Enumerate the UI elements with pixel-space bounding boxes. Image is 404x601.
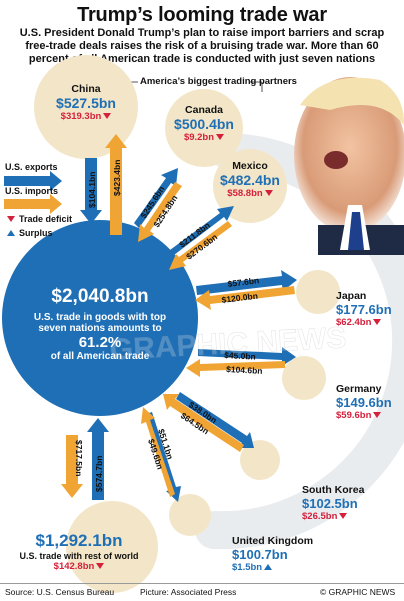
- country-total: $177.6bn: [336, 302, 392, 317]
- center-line3: of all American trade: [50, 351, 150, 362]
- china-import-arrow: [105, 134, 127, 235]
- deficit-icon: [373, 319, 382, 326]
- japan-import-arrow: [195, 286, 295, 310]
- country-total: $527.5bn: [56, 95, 116, 111]
- center-summary: $2,040.8bn U.S. trade in goods with top …: [10, 286, 190, 362]
- country-name: Japan: [336, 290, 367, 302]
- canada-export-arrow: [134, 168, 178, 228]
- germany-export-label: $45.0bn: [224, 350, 256, 362]
- country-total: $500.4bn: [174, 116, 234, 132]
- page-title: Trump’s looming trade war: [77, 4, 327, 26]
- china-import-label: $423.4bn: [112, 160, 122, 196]
- row-label: U.S. trade with rest of world: [19, 551, 139, 561]
- country-name: United Kingdom: [232, 535, 314, 547]
- center-value: $2,040.8bn: [51, 286, 149, 307]
- footer: Source: U.S. Census Bureau Picture: Asso…: [0, 583, 404, 601]
- country-balance: $59.6bn: [336, 410, 372, 421]
- partner-japan: Japan $177.6bn $62.4bn: [336, 290, 400, 328]
- country-name: Canada: [185, 104, 223, 116]
- row-value: $1,292.1bn: [35, 531, 123, 550]
- surplus-icon: [264, 564, 273, 571]
- row-export-arrow: [87, 418, 109, 500]
- country-total: $482.4bn: [220, 172, 280, 188]
- country-balance: $1.5bn: [232, 562, 263, 573]
- row-export-label: $574.7bn: [94, 456, 104, 492]
- partner-south-korea: South Korea $102.5bn $26.5bn: [302, 484, 392, 522]
- partner-circles: [34, 55, 340, 593]
- canada-import-arrow: [138, 182, 182, 242]
- page-subtitle: U.S. President Donald Trump’s plan to ra…: [19, 27, 385, 65]
- footer-credit: © GRAPHIC NEWS: [320, 587, 396, 597]
- center-pct: 61.2%: [78, 334, 122, 351]
- country-name: Mexico: [232, 160, 268, 172]
- partner-canada: Canada $500.4bn $9.2bn: [165, 104, 243, 143]
- china-export-arrow: [80, 158, 102, 224]
- center-line2: seven nations amounts to: [38, 323, 162, 334]
- center-line1: U.S. trade in goods with top: [33, 312, 167, 323]
- china-export-label: $104.1bn: [87, 172, 97, 208]
- legend-arrows: [4, 171, 62, 236]
- country-total: $100.7bn: [232, 547, 288, 562]
- germany-import-arrow: [186, 359, 285, 377]
- japan-export-label: $57.6bn: [227, 275, 260, 289]
- japan-import-label: $120.0bn: [221, 291, 258, 305]
- country-balance: $26.5bn: [302, 511, 338, 522]
- rest-of-world: $1,292.1bn U.S. trade with rest of world…: [4, 531, 154, 572]
- row-import-arrow: [61, 435, 83, 498]
- uk-import-arrow: [141, 407, 175, 497]
- footer-source: Source: U.S. Census Bureau: [5, 587, 115, 597]
- country-name: South Korea: [302, 484, 365, 496]
- germany-import-label: $104.6bn: [226, 364, 263, 376]
- legend-imports: U.S. imports: [5, 186, 59, 196]
- deficit-icon: [216, 134, 225, 141]
- country-balance: $9.2bn: [183, 132, 215, 143]
- deficit-icon: [339, 513, 348, 520]
- germany-export-arrow: [198, 347, 296, 366]
- japan-export-arrow: [196, 270, 297, 295]
- partner-united-kingdom: United Kingdom $100.7bn $1.5bn: [232, 535, 332, 573]
- partners-label: America’s biggest trading partners: [140, 76, 297, 87]
- mexico-import-arrow: [169, 221, 232, 270]
- country-total: $102.5bn: [302, 496, 358, 511]
- row-balance: $142.8bn: [53, 561, 95, 572]
- country-balance: $58.8bn: [227, 188, 263, 199]
- mexico-export-arrow: [170, 206, 234, 255]
- deficit-icon: [264, 190, 273, 197]
- partner-germany: Germany $149.6bn $59.6bn: [336, 383, 400, 421]
- deficit-icon: [373, 412, 382, 419]
- partner-china: China $527.5bn $319.3bn: [46, 83, 126, 122]
- country-name: Germany: [336, 383, 382, 395]
- trade-arrows: [61, 134, 297, 502]
- legend-deficit: Trade deficit: [19, 214, 73, 224]
- south-korea-export-arrow: [176, 392, 254, 448]
- partner-mexico: Mexico $482.4bn $58.8bn: [212, 160, 288, 199]
- trump-photo: [294, 77, 404, 255]
- center-circle: [2, 220, 198, 416]
- country-balance: $319.3bn: [60, 111, 102, 122]
- country-balance: $62.4bn: [336, 317, 372, 328]
- footer-picture: Picture: Associated Press: [140, 587, 237, 597]
- legend-exports: U.S. exports: [5, 162, 58, 172]
- south-korea-import-arrow: [163, 394, 244, 452]
- deficit-icon: [96, 563, 105, 570]
- deficit-icon: [103, 113, 112, 120]
- country-total: $149.6bn: [336, 395, 392, 410]
- legend-surplus: Surplus: [19, 228, 53, 238]
- row-import-label: $717.5bn: [74, 440, 84, 476]
- country-name: China: [71, 83, 101, 95]
